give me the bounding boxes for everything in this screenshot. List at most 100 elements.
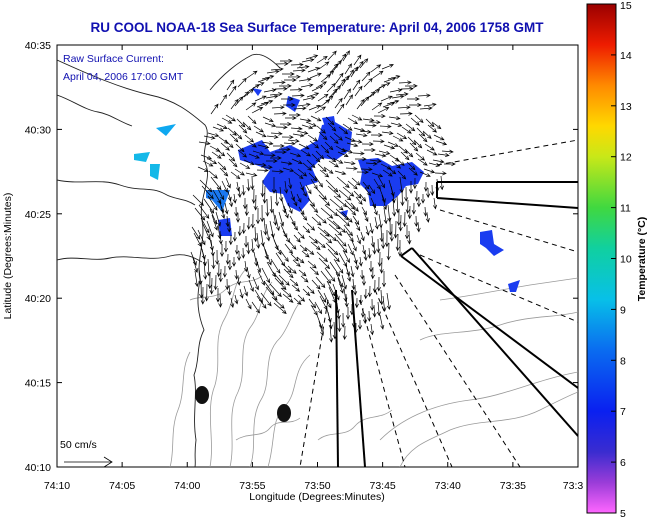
current-vector bbox=[307, 134, 318, 142]
sst-patch bbox=[322, 116, 336, 130]
current-vector bbox=[239, 288, 244, 299]
current-vector bbox=[354, 297, 359, 309]
current-vector bbox=[327, 50, 337, 61]
current-vector bbox=[413, 139, 423, 149]
current-vector bbox=[263, 153, 276, 158]
current-vector bbox=[296, 193, 302, 203]
current-vector bbox=[425, 212, 430, 223]
current-vector bbox=[370, 64, 382, 73]
current-vector bbox=[243, 159, 255, 166]
current-vector bbox=[284, 243, 294, 255]
current-vector bbox=[305, 184, 312, 195]
current-vector bbox=[246, 140, 257, 148]
current-vector bbox=[332, 283, 340, 301]
current-vector bbox=[311, 153, 321, 163]
current-vector bbox=[287, 265, 297, 274]
current-vector bbox=[352, 215, 360, 226]
y-tick-label: 40:20 bbox=[25, 293, 51, 305]
current-vector bbox=[407, 96, 420, 102]
current-vector bbox=[314, 301, 323, 315]
current-vector bbox=[210, 103, 219, 115]
current-vector bbox=[353, 322, 359, 334]
current-vector bbox=[241, 247, 246, 259]
bathymetry-contours bbox=[169, 269, 578, 467]
sst-patch-cyan bbox=[156, 124, 176, 136]
current-vector bbox=[280, 287, 292, 298]
current-vector bbox=[239, 162, 251, 169]
current-vector bbox=[227, 259, 233, 271]
current-vector bbox=[266, 134, 279, 139]
current-vector bbox=[354, 156, 367, 162]
colorbar-tick-label: 14 bbox=[620, 50, 632, 62]
current-vector bbox=[314, 238, 326, 249]
current-vector bbox=[424, 143, 435, 151]
current-vector bbox=[306, 222, 316, 231]
current-vector bbox=[299, 244, 308, 252]
current-vector bbox=[323, 95, 334, 105]
sst-patch-cyan bbox=[206, 190, 230, 212]
current-vector bbox=[246, 241, 251, 255]
current-vector bbox=[270, 258, 281, 274]
current-vector bbox=[341, 274, 347, 290]
x-tick-label: 73:35 bbox=[500, 480, 526, 492]
current-vector bbox=[245, 102, 257, 111]
current-vector bbox=[248, 279, 254, 293]
current-vector bbox=[409, 102, 422, 108]
current-vector bbox=[292, 133, 305, 138]
current-vector bbox=[292, 68, 306, 73]
current-vector bbox=[380, 95, 393, 102]
current-vector bbox=[260, 179, 265, 198]
sst-patch-cyan bbox=[150, 164, 160, 180]
current-vector bbox=[341, 211, 353, 223]
current-vector bbox=[355, 133, 368, 138]
current-vector bbox=[302, 96, 316, 101]
current-vector bbox=[217, 224, 222, 240]
current-vector bbox=[343, 88, 351, 100]
current-vector bbox=[369, 222, 374, 234]
current-vector bbox=[310, 115, 322, 122]
current-vector bbox=[319, 232, 333, 244]
sst-patch bbox=[252, 88, 262, 96]
current-vector bbox=[414, 114, 424, 124]
current-vector bbox=[315, 150, 325, 160]
x-axis: 74:10 74:05 74:00 73:55 73:50 73:45 73:40 73:35… bbox=[44, 45, 584, 492]
x-tick-label: 74:05 bbox=[109, 480, 135, 492]
current-vector bbox=[215, 288, 221, 303]
current-vector bbox=[235, 143, 245, 153]
current-vector bbox=[341, 312, 346, 328]
current-vector bbox=[289, 112, 301, 118]
current-vector bbox=[309, 266, 319, 276]
current-vector bbox=[281, 96, 294, 102]
current-vector bbox=[308, 298, 317, 309]
current-vector bbox=[363, 288, 368, 300]
current-vector bbox=[378, 150, 391, 155]
current-vector bbox=[216, 262, 221, 278]
current-vector bbox=[365, 161, 378, 166]
current-vector bbox=[332, 84, 341, 96]
current-vector bbox=[270, 155, 282, 161]
current-vector bbox=[307, 197, 316, 208]
current-vector bbox=[282, 71, 295, 77]
current-vector bbox=[370, 132, 383, 138]
colorbar-tick-label: 9 bbox=[620, 304, 626, 316]
plot-area bbox=[56, 44, 579, 468]
current-vector bbox=[376, 276, 381, 292]
current-vector bbox=[369, 159, 382, 164]
current-vector bbox=[381, 271, 387, 288]
sst-patch bbox=[508, 280, 520, 292]
current-vector bbox=[346, 205, 357, 216]
current-vector bbox=[224, 202, 229, 215]
current-vector bbox=[252, 150, 265, 156]
current-vector bbox=[228, 85, 237, 97]
current-vector bbox=[335, 72, 344, 84]
current-vector bbox=[223, 240, 229, 253]
current-vector bbox=[247, 115, 257, 125]
current-vector bbox=[263, 217, 268, 236]
current-vector bbox=[207, 195, 218, 211]
x-tick-label: 73:3 bbox=[563, 480, 584, 492]
current-vector bbox=[342, 123, 353, 131]
current-vector bbox=[311, 216, 322, 226]
current-vector bbox=[356, 234, 362, 245]
current-vector bbox=[278, 211, 285, 227]
current-vector bbox=[236, 118, 246, 128]
